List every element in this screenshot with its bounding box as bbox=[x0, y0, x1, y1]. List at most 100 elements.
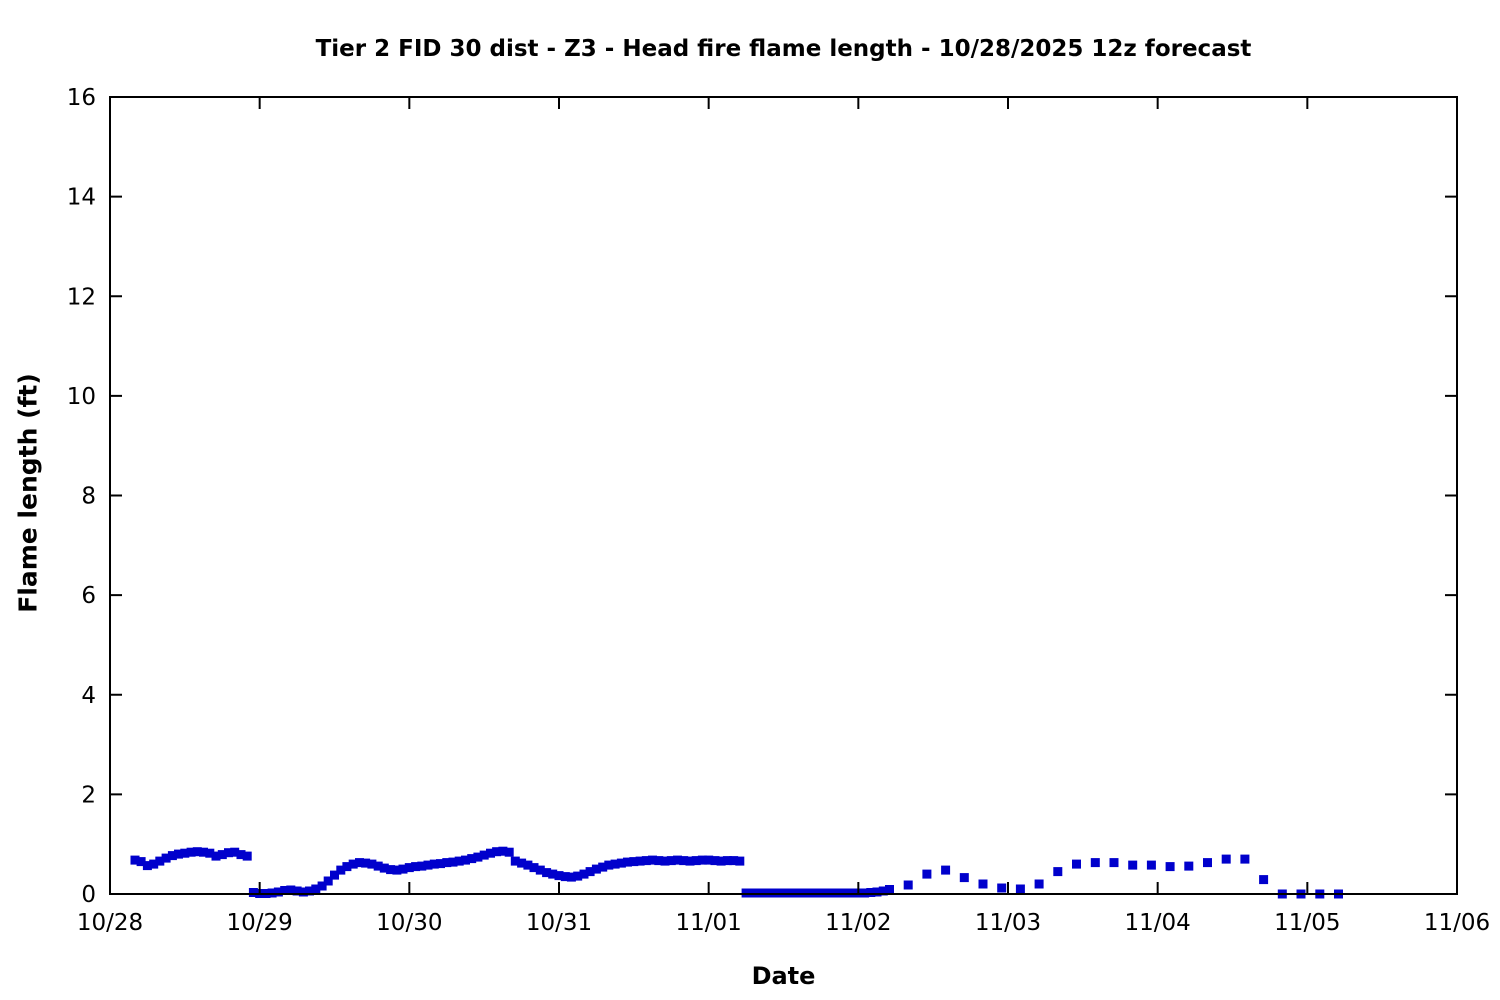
data-point bbox=[1090, 858, 1100, 868]
data-point bbox=[535, 865, 545, 875]
data-point bbox=[660, 856, 670, 866]
data-point bbox=[461, 855, 470, 865]
data-point bbox=[1015, 884, 1025, 894]
x-tick-label: 11/04 bbox=[1125, 910, 1191, 936]
data-point bbox=[866, 888, 876, 897]
y-tick-label: 14 bbox=[67, 185, 96, 211]
data-point bbox=[691, 856, 701, 866]
data-point bbox=[1128, 860, 1138, 870]
data-point bbox=[1203, 858, 1212, 868]
data-point bbox=[903, 880, 913, 890]
data-point bbox=[735, 856, 745, 866]
data-point bbox=[1034, 879, 1044, 889]
data-point bbox=[1259, 875, 1269, 885]
data-point bbox=[317, 881, 327, 891]
data-point bbox=[473, 852, 483, 862]
data-point bbox=[941, 865, 951, 875]
data-point bbox=[230, 847, 240, 857]
data-point bbox=[311, 884, 321, 894]
data-point bbox=[167, 851, 177, 861]
data-point bbox=[560, 872, 570, 882]
data-point bbox=[448, 857, 458, 867]
data-point bbox=[1240, 854, 1250, 864]
data-point bbox=[236, 850, 246, 860]
data-point bbox=[292, 886, 302, 896]
data-point bbox=[1072, 859, 1081, 869]
data-point bbox=[573, 871, 583, 881]
data-point bbox=[155, 856, 165, 866]
x-tick-label: 11/01 bbox=[676, 910, 742, 936]
data-point bbox=[629, 857, 639, 867]
x-tick-label: 11/02 bbox=[825, 910, 891, 936]
data-point bbox=[1146, 860, 1156, 870]
data-point bbox=[997, 883, 1007, 893]
x-tick-label: 11/03 bbox=[975, 910, 1041, 936]
data-point bbox=[355, 858, 364, 868]
data-point bbox=[610, 859, 620, 869]
data-point bbox=[498, 846, 508, 856]
y-tick-label: 12 bbox=[67, 284, 96, 310]
x-tick-label: 10/28 bbox=[77, 910, 143, 936]
data-point bbox=[641, 856, 651, 866]
data-point bbox=[205, 848, 215, 858]
y-tick-label: 2 bbox=[81, 782, 96, 808]
data-point bbox=[922, 869, 932, 879]
data-point bbox=[386, 865, 396, 875]
data-point bbox=[479, 850, 489, 860]
x-tick-label: 11/05 bbox=[1274, 910, 1340, 936]
data-point bbox=[367, 859, 377, 869]
chart-title: Tier 2 FID 30 dist - Z3 - Head fire flam… bbox=[315, 36, 1252, 62]
data-point bbox=[149, 859, 159, 869]
x-tick-label: 10/30 bbox=[376, 910, 442, 936]
data-point bbox=[722, 856, 732, 866]
data-point bbox=[598, 862, 608, 872]
data-point bbox=[604, 860, 614, 870]
data-point bbox=[542, 868, 552, 878]
data-point bbox=[1221, 854, 1231, 864]
data-point bbox=[1053, 867, 1063, 877]
data-point bbox=[959, 873, 969, 883]
data-point bbox=[161, 853, 171, 863]
data-point bbox=[298, 887, 308, 897]
data-point bbox=[280, 886, 290, 895]
data-point bbox=[591, 864, 601, 874]
data-point bbox=[142, 861, 152, 871]
data-point bbox=[217, 850, 227, 860]
data-point bbox=[411, 862, 421, 872]
y-tick-label: 4 bbox=[81, 683, 96, 709]
data-point bbox=[286, 885, 296, 895]
data-point bbox=[729, 856, 739, 866]
data-point bbox=[635, 856, 645, 866]
x-tick-label: 11/06 bbox=[1424, 910, 1490, 936]
data-point bbox=[579, 869, 589, 879]
data-point bbox=[554, 871, 564, 881]
data-point bbox=[716, 856, 726, 866]
data-point bbox=[878, 886, 888, 896]
data-point bbox=[336, 865, 346, 875]
data-point bbox=[180, 848, 190, 858]
data-point bbox=[429, 859, 439, 869]
y-tick-label: 6 bbox=[81, 583, 96, 609]
data-point bbox=[510, 856, 520, 866]
data-point bbox=[392, 865, 402, 875]
data-point bbox=[616, 858, 626, 868]
data-point bbox=[361, 858, 371, 868]
data-point bbox=[242, 851, 252, 861]
data-point bbox=[174, 849, 183, 859]
data-point bbox=[330, 870, 339, 880]
data-point bbox=[666, 856, 676, 866]
data-point bbox=[373, 861, 383, 871]
data-point bbox=[623, 857, 632, 867]
data-point bbox=[305, 886, 314, 896]
data-point bbox=[548, 869, 558, 879]
data-point bbox=[404, 863, 414, 873]
data-point bbox=[679, 856, 689, 866]
x-tick-label: 10/31 bbox=[526, 910, 592, 936]
data-point bbox=[417, 861, 427, 871]
x-axis-title: Date bbox=[751, 962, 816, 990]
data-point bbox=[978, 879, 988, 889]
data-point bbox=[186, 847, 196, 857]
data-point bbox=[348, 859, 358, 869]
x-tick-label: 10/29 bbox=[227, 910, 293, 936]
